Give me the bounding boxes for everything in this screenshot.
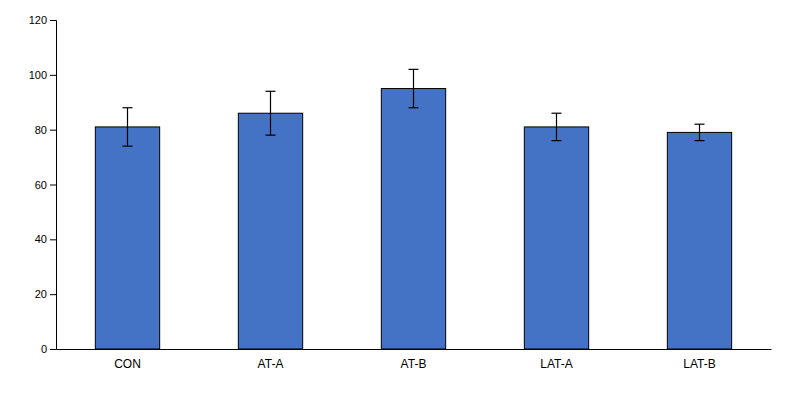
x-tick: CON: [114, 357, 141, 371]
error-bar-cap: [552, 140, 562, 141]
y-tick-label: 80: [35, 124, 47, 136]
error-bar-cap: [123, 146, 133, 147]
error-bar-stem: [127, 108, 128, 146]
y-tick-label: 60: [35, 179, 47, 191]
y-axis-line: [50, 21, 57, 350]
error-bar-cap: [695, 124, 705, 125]
y-tick-mark: [50, 349, 56, 350]
marks: [95, 69, 731, 349]
y-tick: 40: [35, 233, 56, 245]
y-tick-label: 0: [41, 343, 47, 355]
error-bar-stem: [699, 124, 700, 140]
error-bar-stem: [556, 113, 557, 140]
x-tick-label: AT-A: [258, 357, 284, 371]
bar: [524, 127, 588, 349]
y-tick: 100: [29, 69, 56, 81]
x-tick: LAT-B: [683, 357, 715, 371]
plot: 0 20 40 60 80 100 120 CON AT-A AT-B LAT-A LAT-B: [29, 14, 772, 371]
y-tick-label: 20: [35, 288, 47, 300]
x-tick-label: LAT-A: [540, 357, 572, 371]
y-tick-label: 40: [35, 233, 47, 245]
bar: [381, 89, 445, 349]
y-tick-label: 120: [29, 14, 47, 26]
y-tick-mark: [50, 130, 56, 131]
y-tick: 80: [35, 124, 56, 136]
bar: [238, 113, 302, 349]
x-axis-line: [57, 349, 772, 350]
error-bar-cap: [266, 91, 276, 92]
y-axis: 0 20 40 60 80 100 120: [29, 14, 57, 355]
y-tick-mark: [50, 75, 56, 76]
y-tick-mark: [50, 185, 56, 186]
error-bar-stem: [413, 69, 414, 107]
x-tick: AT-B: [401, 357, 427, 371]
error-bar-cap: [123, 107, 133, 108]
error-bar: [695, 124, 705, 140]
error-bar-cap: [409, 107, 419, 108]
y-tick: 120: [29, 14, 56, 26]
error-bar: [552, 113, 562, 140]
x-tick: LAT-A: [540, 357, 572, 371]
error-bar: [123, 108, 133, 146]
y-tick-mark: [50, 239, 56, 240]
error-bar-cap: [695, 140, 705, 141]
y-tick-mark: [50, 294, 56, 295]
y-tick: 0: [41, 343, 56, 355]
y-tick-mark: [50, 20, 56, 21]
x-tick-label: AT-B: [401, 357, 427, 371]
x-axis: CON AT-A AT-B LAT-A LAT-B: [57, 350, 772, 371]
error-bar-cap: [409, 69, 419, 70]
error-bar-cap: [266, 135, 276, 136]
error-bar-stem: [270, 91, 271, 135]
y-tick: 20: [35, 288, 56, 300]
bar: [95, 127, 159, 349]
error-bar: [266, 91, 276, 135]
error-bar: [409, 69, 419, 107]
x-tick-label: CON: [114, 357, 141, 371]
y-tick: 60: [35, 179, 56, 191]
chart: 0 20 40 60 80 100 120 CON AT-A AT-B LAT-A LAT-B: [0, 0, 795, 393]
error-bar-cap: [552, 113, 562, 114]
x-tick-label: LAT-B: [683, 357, 715, 371]
y-tick-label: 100: [29, 69, 47, 81]
x-tick: AT-A: [258, 357, 284, 371]
bar: [667, 132, 731, 349]
